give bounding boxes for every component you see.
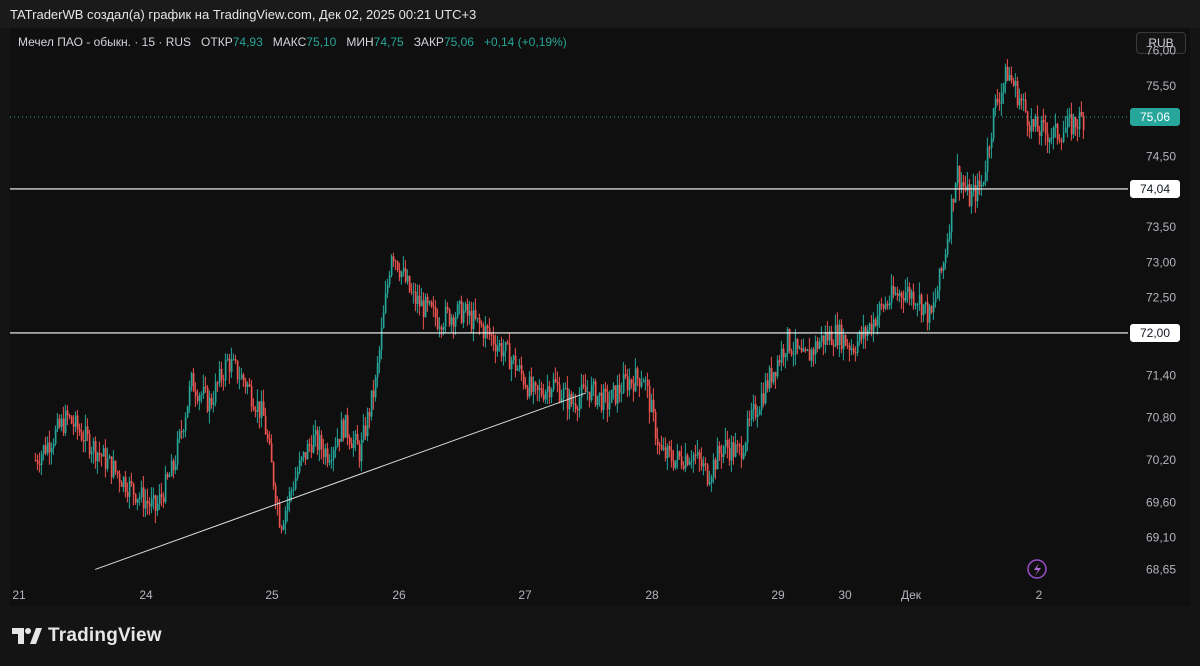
tradingview-logo[interactable]: TradingView: [12, 625, 162, 647]
brand-name: TradingView: [48, 625, 162, 646]
close-value: 75,06: [443, 35, 474, 49]
currency-button[interactable]: RUB: [1136, 32, 1186, 54]
symbol-label[interactable]: Мечел ПАО - обыкн. · 15 · RUS: [18, 35, 192, 49]
open-label: ОТКР: [201, 35, 233, 49]
symbol-legend: Мечел ПАО - обыкн. · 15 · RUS ОТКР74,93 …: [18, 35, 567, 49]
high-value: 75,10: [306, 35, 337, 49]
chart-credit: TATraderWB создал(а) график на TradingVi…: [10, 7, 477, 22]
change-value: +0,14 (+0,19%): [483, 35, 567, 49]
top-bar: TATraderWB создал(а) график на TradingVi…: [0, 0, 1200, 28]
low-label: МИН: [346, 35, 374, 49]
low-value: 74,75: [373, 35, 404, 49]
bottom-bar: [0, 606, 1200, 666]
tradingview-logo-icon: [12, 628, 42, 644]
high-label: МАКС: [272, 35, 307, 49]
chart-panel[interactable]: [10, 28, 1190, 606]
open-value: 74,93: [232, 35, 263, 49]
close-label: ЗАКР: [413, 35, 444, 49]
